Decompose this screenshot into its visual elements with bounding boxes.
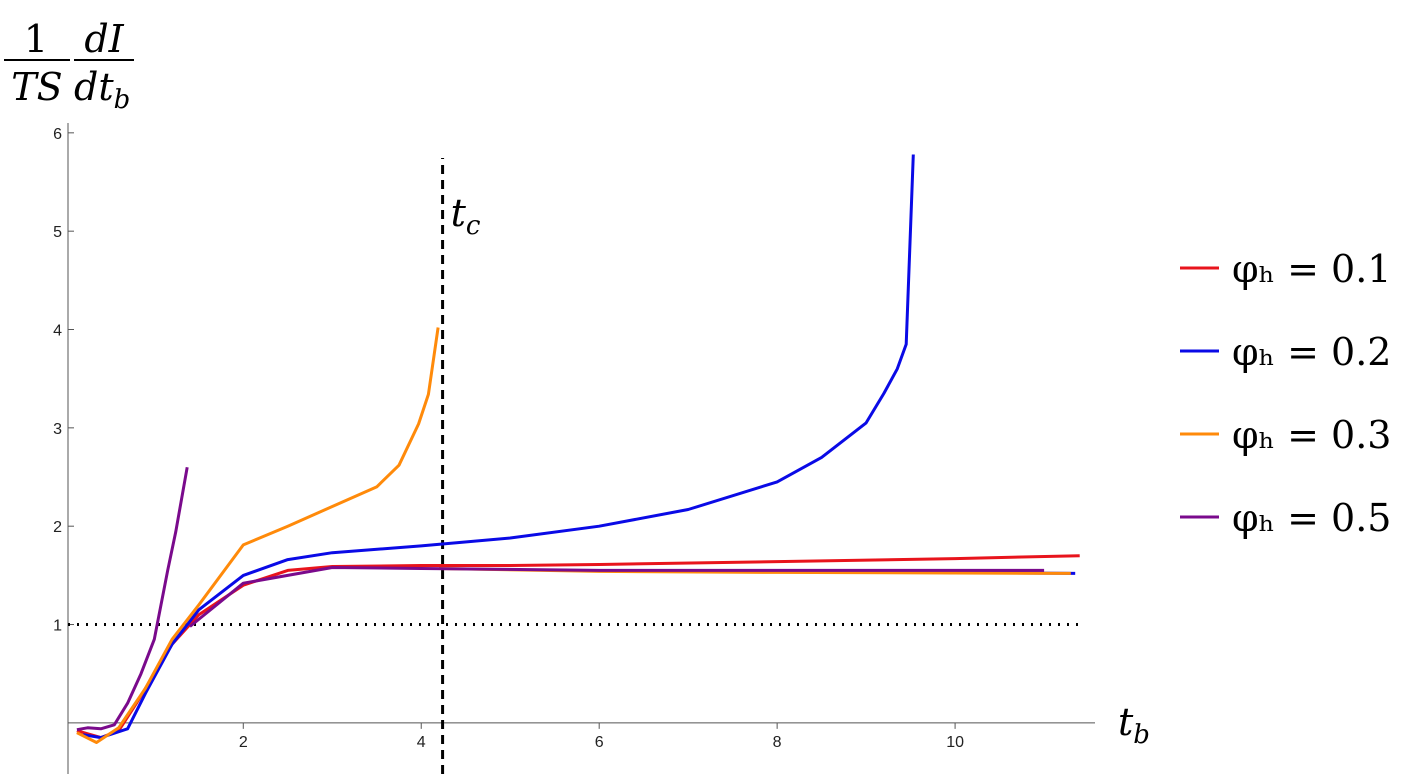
ylabel-den1: TS	[11, 65, 62, 109]
x-tick-label: 2	[239, 734, 248, 751]
ylabel-den2-main: dt	[74, 65, 114, 109]
x-tick-label: 6	[595, 734, 604, 751]
xlabel-sub: b	[1133, 720, 1150, 750]
series-line	[82, 154, 1076, 740]
y-tick-label: 1	[53, 618, 62, 635]
y-tick-label: 6	[53, 126, 62, 143]
legend-label: φₕ = 0.5	[1232, 496, 1391, 540]
x-tick-label: 4	[417, 734, 426, 751]
y-tick-label: 4	[53, 323, 62, 340]
x-tick-label: 8	[773, 734, 782, 751]
series-line	[76, 466, 1045, 732]
y-tick-label: 3	[53, 421, 62, 438]
ylabel-num1: 1	[24, 17, 48, 61]
vline-label-sub: c	[466, 211, 481, 241]
legend-label: φₕ = 0.2	[1232, 330, 1391, 374]
legend-label: φₕ = 0.1	[1232, 247, 1391, 291]
series-line	[76, 327, 1071, 744]
vline-label-main: t	[451, 191, 467, 235]
x-axis-label: tb	[1118, 700, 1150, 750]
ylabel-den2-sub: b	[114, 85, 131, 115]
xlabel-main: t	[1118, 700, 1134, 744]
y-axis-label: 1 TS dI dtb	[4, 17, 134, 115]
ylabel-den2: dtb	[74, 65, 130, 115]
series-line	[76, 554, 1080, 740]
ylabel-num2: dI	[84, 17, 124, 61]
vline-label: tc	[451, 191, 481, 241]
legend-label: φₕ = 0.3	[1232, 413, 1391, 457]
x-tick-label: 10	[946, 734, 964, 751]
y-tick-label: 5	[53, 224, 62, 241]
y-tick-label: 2	[53, 519, 62, 536]
